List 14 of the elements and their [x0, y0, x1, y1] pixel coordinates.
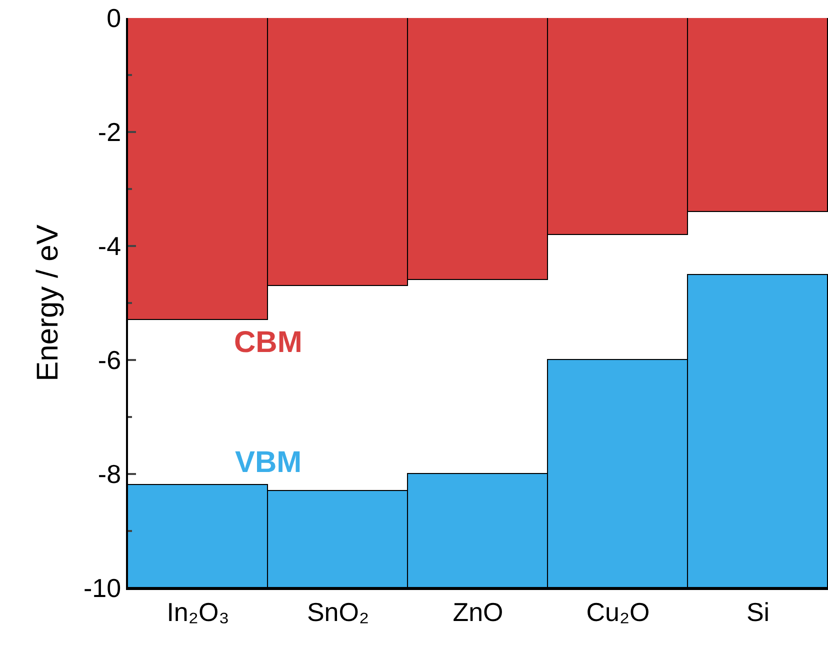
y-axis-title: Energy / eV	[32, 224, 64, 382]
y-tick-label: -2	[98, 117, 122, 148]
x-tick-label: Si	[746, 596, 770, 627]
y-tick-label: -8	[98, 459, 122, 490]
x-tick-label: In₂O₃	[166, 596, 230, 627]
y-tick-label: 0	[106, 3, 122, 34]
annotation: VBM	[235, 446, 302, 479]
y-tick-label: -4	[98, 231, 122, 262]
annotation: CBM	[234, 326, 302, 359]
y-tick-label: -10	[83, 573, 122, 604]
x-tick-label: Cu₂O	[586, 596, 650, 627]
y-tick-label: -6	[98, 345, 122, 376]
x-tick-label: ZnO	[452, 596, 504, 627]
x-tick-label: SnO₂	[306, 596, 370, 627]
